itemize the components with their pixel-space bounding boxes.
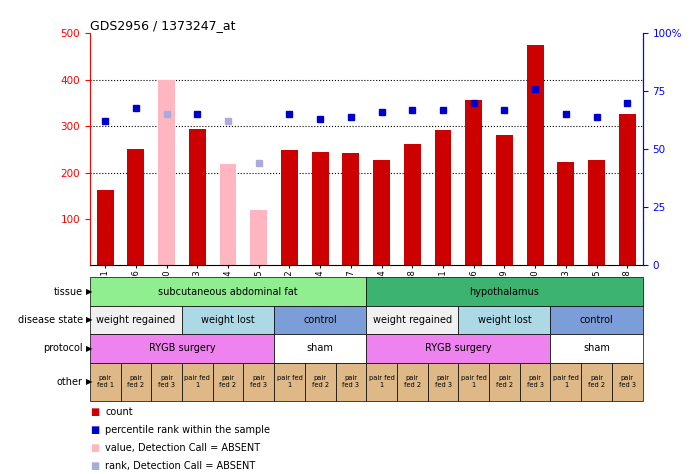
- Text: ■: ■: [90, 425, 99, 436]
- Bar: [397, 363, 428, 401]
- Text: pair fed
1: pair fed 1: [553, 375, 579, 388]
- Text: pair
fed 2: pair fed 2: [588, 375, 605, 388]
- Bar: [97, 190, 113, 265]
- Bar: [220, 164, 236, 265]
- Bar: [281, 150, 298, 265]
- Text: ■: ■: [90, 461, 99, 472]
- Bar: [189, 129, 206, 265]
- Bar: [343, 153, 359, 265]
- Bar: [312, 152, 329, 265]
- Bar: [551, 363, 581, 401]
- Text: pair fed
1: pair fed 1: [368, 375, 395, 388]
- Text: pair
fed 3: pair fed 3: [250, 375, 267, 388]
- Text: pair
fed 3: pair fed 3: [435, 375, 451, 388]
- Text: disease state: disease state: [18, 315, 83, 325]
- Bar: [366, 277, 643, 306]
- Text: GDS2956 / 1373247_at: GDS2956 / 1373247_at: [90, 19, 236, 32]
- Text: pair fed
1: pair fed 1: [461, 375, 486, 388]
- Bar: [90, 363, 120, 401]
- Text: pair
fed 2: pair fed 2: [312, 375, 329, 388]
- Bar: [435, 130, 451, 265]
- Text: weight lost: weight lost: [201, 315, 255, 325]
- Text: weight lost: weight lost: [477, 315, 531, 325]
- Bar: [612, 363, 643, 401]
- Text: count: count: [105, 407, 133, 418]
- Bar: [558, 162, 574, 265]
- Bar: [404, 144, 421, 265]
- Bar: [489, 363, 520, 401]
- Bar: [527, 45, 544, 265]
- Text: subcutaneous abdominal fat: subcutaneous abdominal fat: [158, 286, 298, 297]
- Text: hypothalamus: hypothalamus: [469, 286, 540, 297]
- Text: pair fed
1: pair fed 1: [184, 375, 210, 388]
- Text: other: other: [57, 376, 83, 387]
- Bar: [366, 334, 551, 363]
- Bar: [366, 363, 397, 401]
- Text: control: control: [580, 315, 614, 325]
- Text: sham: sham: [307, 343, 334, 354]
- Bar: [127, 149, 144, 265]
- Text: pair fed
1: pair fed 1: [276, 375, 303, 388]
- Bar: [90, 306, 182, 334]
- Text: weight regained: weight regained: [96, 315, 176, 325]
- Text: RYGB surgery: RYGB surgery: [149, 343, 216, 354]
- Bar: [274, 306, 366, 334]
- Bar: [551, 306, 643, 334]
- Bar: [458, 306, 551, 334]
- Bar: [458, 363, 489, 401]
- Text: rank, Detection Call = ABSENT: rank, Detection Call = ABSENT: [105, 461, 255, 472]
- Bar: [428, 363, 458, 401]
- Text: ▶: ▶: [86, 377, 93, 386]
- Bar: [305, 363, 336, 401]
- Bar: [243, 363, 274, 401]
- Bar: [496, 135, 513, 265]
- Bar: [182, 306, 274, 334]
- Bar: [90, 277, 366, 306]
- Text: ▶: ▶: [86, 316, 93, 324]
- Text: tissue: tissue: [54, 286, 83, 297]
- Bar: [182, 363, 213, 401]
- Bar: [213, 363, 243, 401]
- Text: ▶: ▶: [86, 287, 93, 296]
- Text: ▶: ▶: [86, 344, 93, 353]
- Text: pair
fed 3: pair fed 3: [527, 375, 544, 388]
- Text: control: control: [303, 315, 337, 325]
- Text: RYGB surgery: RYGB surgery: [425, 343, 492, 354]
- Bar: [336, 363, 366, 401]
- Text: pair
fed 1: pair fed 1: [97, 375, 114, 388]
- Bar: [158, 80, 175, 265]
- Text: pair
fed 2: pair fed 2: [127, 375, 144, 388]
- Bar: [581, 363, 612, 401]
- Text: pair
fed 2: pair fed 2: [496, 375, 513, 388]
- Text: value, Detection Call = ABSENT: value, Detection Call = ABSENT: [105, 443, 260, 454]
- Bar: [619, 115, 636, 265]
- Bar: [250, 210, 267, 265]
- Text: protocol: protocol: [44, 343, 83, 354]
- Bar: [520, 363, 551, 401]
- Text: ■: ■: [90, 443, 99, 454]
- Bar: [151, 363, 182, 401]
- Bar: [274, 363, 305, 401]
- Bar: [373, 161, 390, 265]
- Text: weight regained: weight regained: [372, 315, 452, 325]
- Text: pair
fed 3: pair fed 3: [342, 375, 359, 388]
- Bar: [465, 100, 482, 265]
- Bar: [551, 334, 643, 363]
- Bar: [588, 160, 605, 265]
- Text: pair
fed 3: pair fed 3: [158, 375, 175, 388]
- Text: pair
fed 2: pair fed 2: [220, 375, 236, 388]
- Bar: [366, 306, 458, 334]
- Bar: [274, 334, 366, 363]
- Text: pair
fed 2: pair fed 2: [404, 375, 421, 388]
- Bar: [120, 363, 151, 401]
- Text: percentile rank within the sample: percentile rank within the sample: [105, 425, 270, 436]
- Text: sham: sham: [583, 343, 610, 354]
- Text: ■: ■: [90, 407, 99, 418]
- Bar: [90, 334, 274, 363]
- Text: pair
fed 3: pair fed 3: [618, 375, 636, 388]
